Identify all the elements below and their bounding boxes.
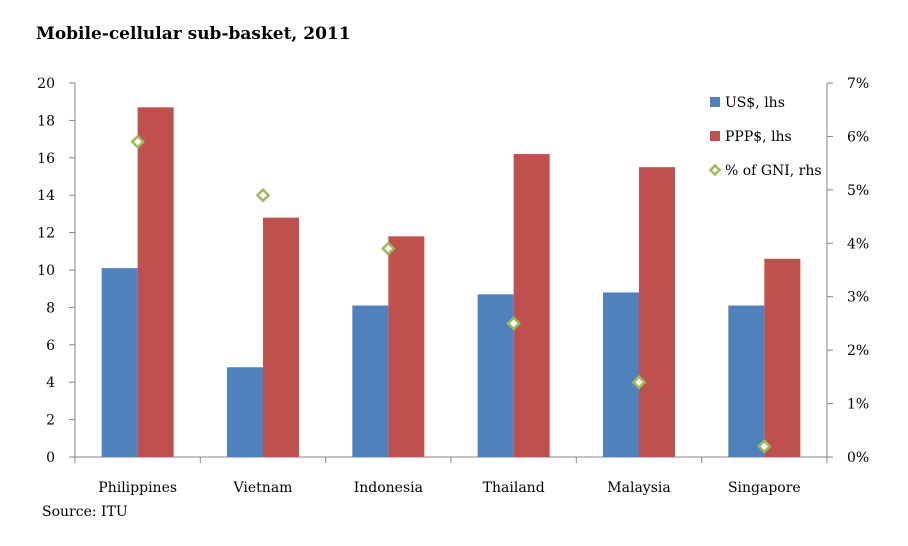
y-left-tick-label: 6 (46, 338, 55, 354)
y-right-tick-label: 0% (847, 450, 869, 466)
y-left-tick-label: 2 (46, 413, 55, 429)
bar-us (728, 305, 765, 457)
y-left-tick-label: 18 (37, 113, 55, 129)
legend-label: US$, lhs (725, 95, 785, 111)
y-right-tick-label: 7% (847, 76, 869, 92)
plot-layer: 0 2 4 6 8 10 12 14 16 18 20 0% 1% 2% 3% 4% 5% 6% 7% Philipp… (37, 76, 869, 496)
bar-us (477, 294, 514, 457)
bar-ppp (513, 154, 550, 457)
y-right-tick-label: 2% (847, 343, 869, 359)
y-left-tick-label: 16 (37, 151, 55, 167)
gni-point (757, 439, 772, 454)
y-left-tick-label: 20 (37, 76, 55, 92)
y-right-tick-label: 5% (847, 183, 869, 199)
y-right-tick-label: 4% (847, 236, 869, 252)
y-left-tick-label: 10 (37, 263, 55, 279)
x-tick-label: Malaysia (607, 480, 670, 496)
legend-swatch (708, 163, 722, 177)
legend-label: PPP$, lhs (725, 129, 792, 145)
y-left-tick-label: 4 (46, 375, 55, 391)
y-left-tick-label: 0 (46, 450, 55, 466)
bar-us (101, 268, 138, 457)
gni-point (255, 187, 271, 203)
y-right-tick-label: 1% (847, 397, 869, 413)
bar-us (227, 367, 263, 457)
gni-point (381, 241, 396, 256)
gni-point (130, 134, 145, 150)
bar-ppp (764, 258, 801, 457)
bar-ppp (388, 236, 425, 457)
x-tick-label: Philippines (98, 480, 177, 496)
chart-source: Source: ITU (42, 504, 128, 520)
chart-title: Mobile-cellular sub-basket, 2011 (36, 24, 351, 44)
y-left-tick-label: 14 (37, 188, 55, 204)
bar-us (603, 292, 639, 457)
legend-swatch (710, 131, 720, 141)
gni-point (631, 374, 647, 390)
x-tick-label: Thailand (483, 480, 545, 496)
legend-label: % of GNI, rhs (725, 163, 822, 179)
x-tick-label: Vietnam (233, 480, 293, 496)
bar-ppp (263, 217, 299, 457)
x-tick-label: Indonesia (354, 480, 423, 496)
gni-point (506, 316, 521, 331)
y-right-tick-label: 6% (847, 129, 869, 145)
bar-ppp (137, 107, 174, 457)
bar-us (352, 305, 389, 457)
x-tick-label: Singapore (728, 480, 801, 496)
bar-ppp (639, 167, 675, 457)
y-right-tick-label: 3% (847, 290, 869, 306)
y-left-tick-label: 8 (46, 300, 55, 316)
legend-swatch (710, 97, 720, 107)
y-left-tick-label: 12 (37, 226, 55, 242)
